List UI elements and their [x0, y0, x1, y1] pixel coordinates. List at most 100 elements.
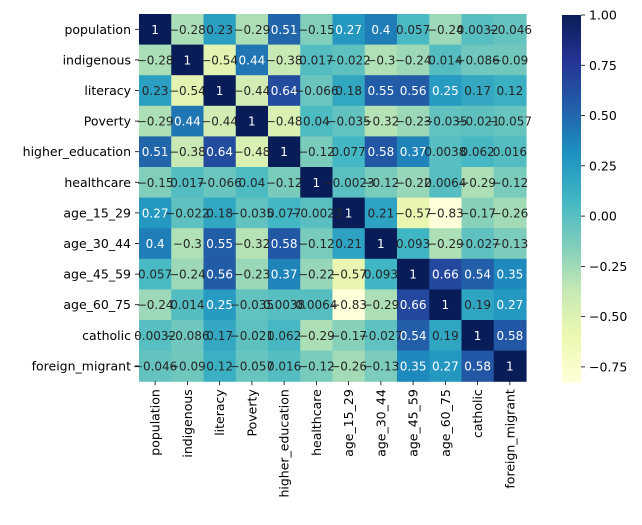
cell-annotation: −0.027 [359, 329, 403, 343]
cell-annotation: −0.046 [133, 359, 177, 373]
cell-annotation: −0.022 [326, 53, 370, 67]
heatmap-cell [171, 167, 205, 199]
cell-annotation: −0.13 [491, 237, 528, 251]
heatmap-cell [397, 258, 430, 290]
heatmap-cell [268, 258, 301, 290]
cell-annotation: −0.83 [427, 206, 464, 220]
cell-annotation: −0.086 [455, 53, 499, 67]
cell-annotation: −0.29 [298, 329, 335, 343]
x-tick-label: Poverty [244, 389, 259, 437]
cell-annotation: 1 [506, 359, 514, 373]
heatmap-cell [397, 350, 430, 382]
heatmap-cell [461, 75, 495, 107]
cell-annotation: −0.12 [362, 176, 399, 190]
cell-annotation: 0.014 [428, 53, 462, 67]
heatmap-cell [429, 136, 463, 168]
colorbar-tick-label: 1.00 [589, 8, 617, 23]
cell-annotation: −0.24 [395, 53, 432, 67]
colorbar-tick-label: 0.50 [589, 108, 617, 123]
heatmap-cell [203, 289, 237, 321]
cell-annotation: 0.35 [400, 359, 427, 373]
heatmap-cell [461, 350, 495, 382]
heatmap-cell [332, 105, 366, 137]
cell-annotation: −0.83 [330, 298, 367, 312]
heatmap-cell [171, 320, 205, 352]
heatmap-cell [493, 228, 527, 260]
heatmap-cell [461, 14, 495, 46]
cell-annotation: −0.23 [395, 115, 432, 129]
cell-annotation: 1 [313, 176, 321, 190]
cell-annotation: 0.4 [146, 237, 165, 251]
heatmap-cell [171, 258, 205, 290]
heatmap-cell [364, 105, 398, 137]
cell-annotation: 0.51 [271, 23, 298, 37]
cell-annotation: −0.12 [491, 176, 528, 190]
cell-annotation: 0.27 [432, 359, 459, 373]
cell-annotation: 0.56 [400, 84, 427, 98]
heatmap-cell [397, 75, 430, 107]
heatmap-cell [235, 258, 269, 290]
cell-annotation: 0.0032 [457, 23, 499, 37]
cell-annotation: −0.12 [298, 237, 335, 251]
cell-annotation: 0.64 [271, 84, 298, 98]
colorbar-tick-label: −0.75 [589, 359, 627, 374]
cell-annotation: −0.29 [362, 298, 399, 312]
cell-annotation: 0.66 [400, 298, 427, 312]
heatmap-cell [364, 75, 398, 107]
cell-annotation: 0.4 [371, 23, 390, 37]
heatmap-cell [235, 44, 269, 76]
heatmap-cell [397, 320, 430, 352]
cell-annotation: −0.24 [169, 268, 206, 282]
cell-annotation: −0.44 [201, 115, 238, 129]
heatmap-cell [364, 167, 398, 199]
heatmap-cell [171, 350, 205, 382]
heatmap-cell [397, 167, 430, 199]
heatmap-cell [300, 14, 334, 46]
heatmap-cell [429, 289, 463, 321]
cell-annotation: 0.014 [170, 298, 204, 312]
cell-annotation: 0.23 [206, 23, 233, 37]
heatmap-cell [461, 44, 495, 76]
heatmap-cell [235, 197, 269, 229]
cell-annotation: 0.016 [267, 359, 301, 373]
heatmap-cell [139, 258, 172, 290]
x-tick-label: indigenous [180, 389, 195, 457]
heatmap-cell [203, 350, 237, 382]
cell-annotation: −0.24 [137, 298, 174, 312]
cell-annotation: 0.17 [464, 84, 491, 98]
colorbar-tick-label: 0.25 [589, 158, 617, 173]
heatmap-cell [364, 228, 398, 260]
heatmap-cell [493, 350, 527, 382]
cell-annotation: 0.093 [364, 268, 398, 282]
heatmap-cell [493, 14, 527, 46]
heatmap-cell [397, 197, 430, 229]
heatmap-cell [364, 44, 398, 76]
x-tick-label: age_15_29 [341, 389, 356, 457]
cell-annotation: 0.54 [400, 329, 427, 343]
cell-annotation: −0.3 [366, 53, 395, 67]
heatmap-cell [235, 350, 269, 382]
heatmap-cell [493, 258, 527, 290]
cell-annotation: −0.12 [298, 359, 335, 373]
heatmap-cell [332, 197, 366, 229]
x-tick-label: age_30_44 [373, 389, 388, 457]
heatmap-cell [139, 197, 172, 229]
heatmap-cell [461, 320, 495, 352]
heatmap-cell [171, 197, 205, 229]
heatmap-cell [364, 136, 398, 168]
cell-annotation: −0.022 [165, 206, 209, 220]
heatmap-cell [429, 44, 463, 76]
heatmap-cell [203, 258, 237, 290]
heatmap-cell [493, 289, 527, 321]
colorbar: 1.00 0.75 0.50 0.25 0.00 −0.25 −0.50 −0.75 [562, 8, 627, 383]
cell-annotation: −0.09 [491, 53, 528, 67]
cell-annotation: 1 [151, 23, 159, 37]
heatmap-cell [171, 75, 205, 107]
heatmap-cell [461, 105, 495, 137]
cell-annotation: 1 [280, 145, 288, 159]
cell-annotation: −0.22 [298, 268, 335, 282]
heatmap-cell [332, 289, 366, 321]
heatmap-cell [268, 350, 301, 382]
heatmap-cell [139, 289, 172, 321]
heatmap-cell [332, 350, 366, 382]
